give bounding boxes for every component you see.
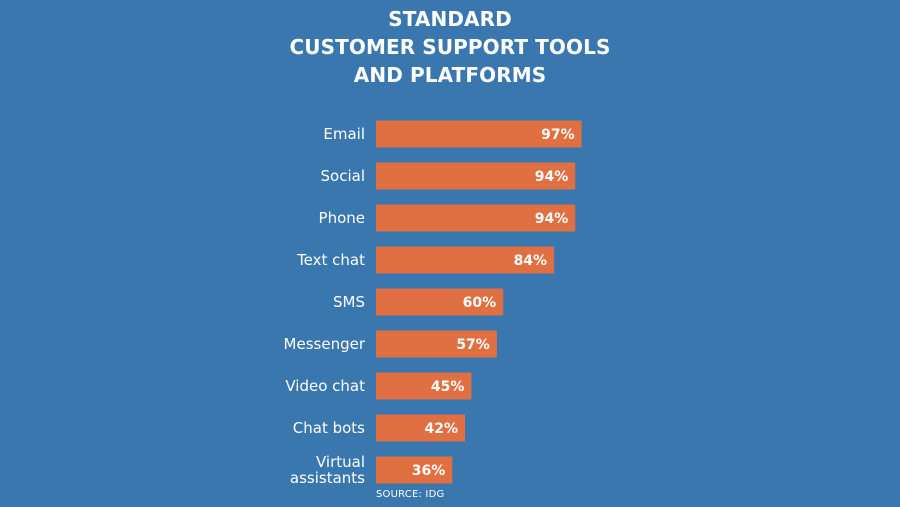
category-label-text-chat: Text chat: [296, 251, 365, 269]
bar-email: [376, 120, 582, 148]
bar-text-chat: [376, 246, 555, 274]
category-label-line: assistants: [290, 469, 365, 487]
category-label-messenger: Messenger: [284, 335, 366, 353]
category-label-chat-bots: Chat bots: [293, 419, 365, 437]
value-label-phone: 94%: [535, 211, 569, 227]
bar-video-chat: [376, 372, 472, 400]
value-label-virtual-assistants: 36%: [412, 463, 446, 479]
category-label-social: Social: [321, 167, 365, 185]
chart-title-line-1: STANDARD: [388, 7, 512, 31]
bar-sms: [376, 288, 504, 316]
bar-messenger: [376, 330, 497, 358]
bar-chat-bots: [376, 414, 466, 442]
chart-title-line-3: AND PLATFORMS: [353, 63, 547, 87]
value-label-text-chat: 84%: [514, 253, 548, 269]
category-label-video-chat: Video chat: [285, 377, 365, 395]
category-label-sms: SMS: [333, 293, 365, 311]
value-label-messenger: 57%: [456, 337, 490, 353]
bar-phone: [376, 204, 576, 232]
category-label-phone: Phone: [319, 209, 365, 227]
bar-social: [376, 162, 576, 190]
category-label-virtual-assistants: Virtual assistants: [290, 453, 365, 487]
chart-title-line-2: CUSTOMER SUPPORT TOOLS: [289, 35, 611, 59]
value-label-social: 94%: [535, 169, 569, 185]
chart-title: STANDARD CUSTOMER SUPPORT TOOLS AND PLAT…: [0, 5, 900, 89]
value-label-video-chat: 45%: [431, 379, 465, 395]
value-label-email: 97%: [541, 127, 575, 143]
category-label-email: Email: [323, 125, 365, 143]
category-label-line: Virtual: [316, 453, 365, 471]
source-note: SOURCE: IDG: [376, 489, 445, 500]
value-label-sms: 60%: [463, 295, 497, 311]
value-label-chat-bots: 42%: [425, 421, 459, 437]
bar-virtual-assistants: [376, 456, 453, 484]
